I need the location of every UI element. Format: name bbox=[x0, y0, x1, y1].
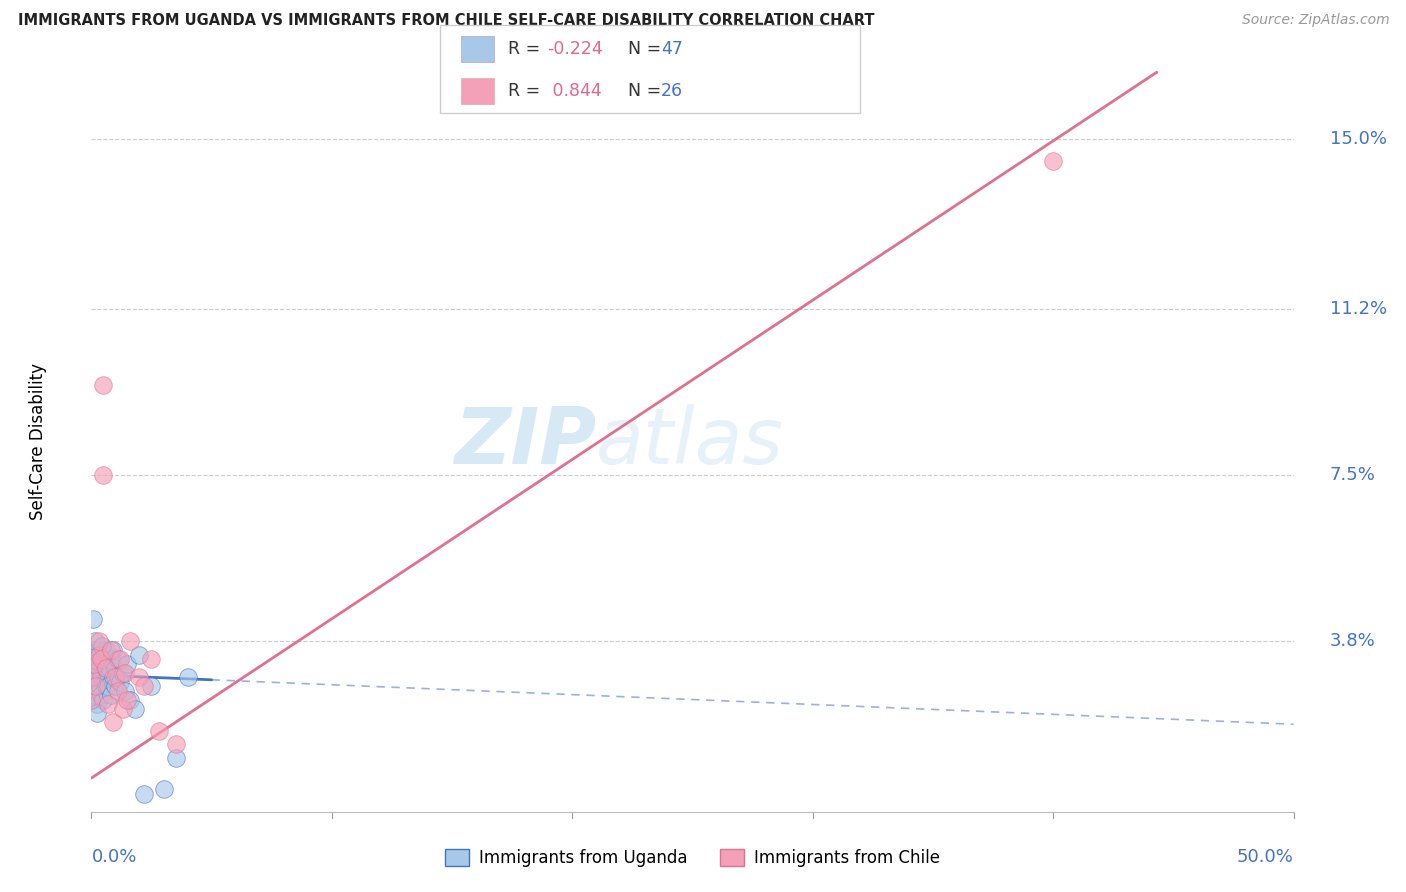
Point bbox=[134, 679, 156, 693]
Point bbox=[117, 692, 139, 706]
Point bbox=[83, 657, 105, 671]
Point bbox=[90, 688, 112, 702]
Point bbox=[83, 661, 105, 675]
Point bbox=[114, 665, 136, 680]
Point bbox=[104, 679, 127, 693]
Point bbox=[87, 634, 110, 648]
Point bbox=[84, 688, 107, 702]
Point bbox=[107, 670, 129, 684]
Text: 7.5%: 7.5% bbox=[1330, 467, 1375, 484]
Point bbox=[134, 787, 156, 801]
Point bbox=[111, 701, 134, 715]
Point bbox=[124, 701, 146, 715]
Point bbox=[104, 670, 127, 684]
Point bbox=[89, 679, 111, 693]
Point bbox=[84, 670, 107, 684]
Point bbox=[94, 679, 117, 693]
Point bbox=[104, 661, 127, 675]
Point bbox=[141, 679, 163, 693]
Point bbox=[176, 670, 198, 684]
Point bbox=[86, 706, 108, 720]
Point bbox=[90, 670, 112, 684]
Point bbox=[110, 652, 132, 666]
Text: R =: R = bbox=[508, 82, 546, 100]
Point bbox=[93, 692, 115, 706]
Text: atlas: atlas bbox=[596, 403, 785, 480]
Point bbox=[114, 683, 136, 698]
Text: 11.2%: 11.2% bbox=[1330, 301, 1386, 318]
Text: 0.844: 0.844 bbox=[547, 82, 602, 100]
Point bbox=[107, 683, 129, 698]
Point bbox=[118, 634, 141, 648]
Point bbox=[87, 643, 110, 657]
Point bbox=[87, 648, 110, 662]
Text: N =: N = bbox=[617, 40, 666, 58]
Point bbox=[111, 665, 134, 680]
Point bbox=[93, 468, 115, 483]
Point bbox=[90, 652, 112, 666]
Point bbox=[80, 692, 103, 706]
Point bbox=[93, 661, 115, 675]
Text: 50.0%: 50.0% bbox=[1237, 847, 1294, 865]
Point bbox=[101, 643, 124, 657]
Point bbox=[100, 652, 122, 666]
Point bbox=[101, 714, 124, 729]
Text: -0.224: -0.224 bbox=[547, 40, 603, 58]
Point bbox=[1042, 154, 1064, 169]
Point bbox=[148, 723, 170, 738]
Point bbox=[117, 657, 139, 671]
Point bbox=[87, 661, 110, 675]
Text: IMMIGRANTS FROM UGANDA VS IMMIGRANTS FROM CHILE SELF-CARE DISABILITY CORRELATION: IMMIGRANTS FROM UGANDA VS IMMIGRANTS FRO… bbox=[18, 13, 875, 29]
Point bbox=[86, 697, 108, 711]
Point bbox=[165, 738, 187, 752]
Point bbox=[97, 679, 120, 693]
Point bbox=[80, 692, 103, 706]
Text: Self-Care Disability: Self-Care Disability bbox=[30, 363, 48, 520]
Text: 3.8%: 3.8% bbox=[1330, 632, 1375, 650]
Point bbox=[82, 679, 104, 693]
Point bbox=[118, 692, 141, 706]
Point bbox=[93, 378, 115, 392]
Point bbox=[83, 643, 105, 657]
Text: 0.0%: 0.0% bbox=[91, 847, 136, 865]
Point bbox=[100, 688, 122, 702]
Point bbox=[96, 670, 118, 684]
Point bbox=[93, 652, 115, 666]
Point bbox=[94, 643, 117, 657]
Point bbox=[101, 670, 124, 684]
Point bbox=[82, 612, 104, 626]
Point bbox=[165, 751, 187, 765]
Point bbox=[80, 652, 103, 666]
Point bbox=[97, 697, 120, 711]
Text: 26: 26 bbox=[661, 82, 683, 100]
Point bbox=[107, 652, 129, 666]
Text: ZIP: ZIP bbox=[454, 403, 596, 480]
Point bbox=[84, 652, 107, 666]
Point bbox=[100, 643, 122, 657]
Text: Source: ZipAtlas.com: Source: ZipAtlas.com bbox=[1241, 13, 1389, 28]
Point bbox=[80, 670, 103, 684]
Point bbox=[128, 670, 150, 684]
Point bbox=[94, 661, 117, 675]
Point bbox=[152, 782, 174, 797]
Text: N =: N = bbox=[617, 82, 666, 100]
Text: R =: R = bbox=[508, 40, 546, 58]
Point bbox=[91, 639, 114, 653]
Point bbox=[84, 679, 107, 693]
Point bbox=[110, 674, 132, 689]
Text: 15.0%: 15.0% bbox=[1330, 129, 1386, 148]
Point bbox=[80, 670, 103, 684]
Legend: Immigrants from Uganda, Immigrants from Chile: Immigrants from Uganda, Immigrants from … bbox=[439, 842, 946, 874]
Point bbox=[98, 661, 121, 675]
Point bbox=[84, 634, 107, 648]
Point bbox=[141, 652, 163, 666]
Point bbox=[128, 648, 150, 662]
Text: 47: 47 bbox=[661, 40, 683, 58]
